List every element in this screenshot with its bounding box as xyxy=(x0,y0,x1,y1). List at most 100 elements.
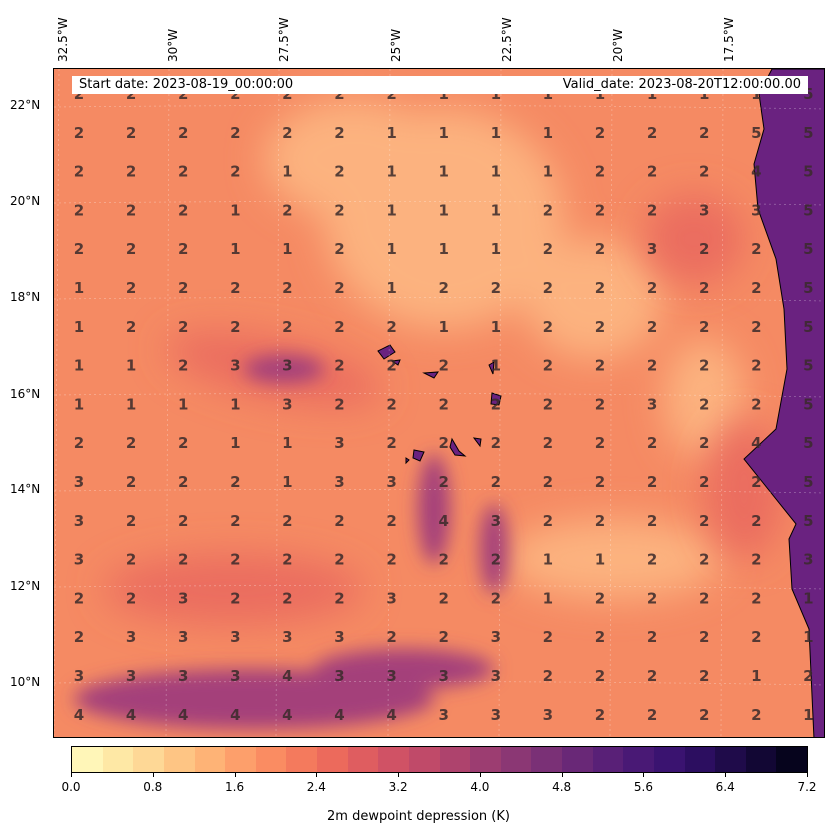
grid-value-label: 2 xyxy=(230,318,240,336)
grid-value-label: 2 xyxy=(230,163,240,181)
grid-value-label: 2 xyxy=(230,279,240,297)
colorbar-segment xyxy=(286,747,317,772)
grid-value-label: 2 xyxy=(230,589,240,607)
lat-label-18n: 18°N xyxy=(10,290,41,304)
grid-value-label: 3 xyxy=(74,667,84,685)
grid-value-label: 5 xyxy=(803,124,813,142)
lon-label-20w: 20°W xyxy=(611,28,625,62)
grid-value-label: 5 xyxy=(803,357,813,375)
grid-value-label: 3 xyxy=(491,667,501,685)
grid-value-label: 3 xyxy=(386,667,396,685)
grid-value-label: 2 xyxy=(282,85,292,103)
grid-value-label: 2 xyxy=(438,628,448,646)
grid-value-label: 2 xyxy=(334,395,344,413)
grid-value-label: 3 xyxy=(178,628,188,646)
grid-value-label: 2 xyxy=(647,706,657,724)
grid-value-label: 2 xyxy=(595,589,605,607)
grid-value-label: 1 xyxy=(438,124,448,142)
colorbar-tick-mark xyxy=(152,773,154,777)
grid-value-label: 2 xyxy=(647,512,657,530)
lon-label-25w: 25°W xyxy=(389,28,403,62)
grid-value-label: 2 xyxy=(699,279,709,297)
grid-value-label: 2 xyxy=(282,201,292,219)
colorbar-tick-mark xyxy=(643,773,645,777)
grid-value-label: 3 xyxy=(334,473,344,491)
colorbar-segment xyxy=(470,747,501,772)
colorbar xyxy=(71,746,808,773)
grid-value-label: 2 xyxy=(699,473,709,491)
grid-value-label: 2 xyxy=(595,667,605,685)
grid-value-label: 2 xyxy=(178,434,188,452)
grid-value-label: 2 xyxy=(438,357,448,375)
value-grid: 2 2 2 2 2 2 2 1 1 1 1 1 1 1 5 2 2 2 2 2 2 1 1 1 1 2 2 2 5 5 2 2 2 2 1 2 1 1 1 1… xyxy=(74,85,814,724)
grid-value-label: 2 xyxy=(543,357,553,375)
grid-value-label: 5 xyxy=(803,473,813,491)
grid-value-label: 2 xyxy=(126,318,136,336)
grid-value-label: 2 xyxy=(543,240,553,258)
grid-value-label: 4 xyxy=(751,434,761,452)
grid-value-label: 2 xyxy=(595,473,605,491)
grid-value-label: 2 xyxy=(74,201,84,219)
colorbar-segment xyxy=(378,747,409,772)
colorbar-segment xyxy=(684,747,716,772)
grid-value-label: 2 xyxy=(699,240,709,258)
grid-value-label: 2 xyxy=(699,357,709,375)
grid-value-label: 2 xyxy=(334,318,344,336)
grid-value-label: 1 xyxy=(74,395,84,413)
grid-value-label: 2 xyxy=(282,279,292,297)
grid-value-label: 2 xyxy=(74,628,84,646)
grid-value-label: 3 xyxy=(491,628,501,646)
grid-value-label: 2 xyxy=(751,551,761,569)
lon-label-22-5w: 22.5°W xyxy=(500,17,514,62)
grid-value-label: 1 xyxy=(491,163,501,181)
colorbar-tick-mark xyxy=(725,773,727,777)
grid-value-label: 1 xyxy=(230,395,240,413)
colorbar-tick-label: 3.2 xyxy=(388,780,408,794)
colorbar-tick-mark xyxy=(71,773,72,777)
grid-value-label: 3 xyxy=(334,667,344,685)
grid-value-label: 2 xyxy=(386,85,396,103)
grid-value-label: 1 xyxy=(803,706,813,724)
grid-value-label: 5 xyxy=(803,434,813,452)
grid-value-label: 1 xyxy=(438,318,448,336)
grid-value-label: 2 xyxy=(178,240,188,258)
grid-value-label: 2 xyxy=(334,512,344,530)
colorbar-segment xyxy=(255,747,287,772)
cape-verde-islands xyxy=(377,344,502,465)
high-depression-regions xyxy=(74,355,508,729)
grid-value-label: 1 xyxy=(751,85,761,103)
grid-value-label: 1 xyxy=(438,201,448,219)
grid-value-label: 2 xyxy=(647,124,657,142)
valid-date-label: Valid_date: 2023-08-20T12:00:00.00 xyxy=(562,77,801,92)
grid-value-label: 2 xyxy=(647,551,657,569)
grid-value-label: 1 xyxy=(803,628,813,646)
grid-value-label: 4 xyxy=(74,706,84,724)
grid-value-label: 2 xyxy=(178,318,188,336)
colorbar-tick-mark xyxy=(234,773,236,777)
grid-value-label: 1 xyxy=(543,551,553,569)
grid-value-label: 1 xyxy=(491,240,501,258)
grid-value-label: 3 xyxy=(647,395,657,413)
grid-value-label: 3 xyxy=(178,589,188,607)
lat-label-16n: 16°N xyxy=(10,387,41,401)
map-graticule xyxy=(54,69,824,737)
grid-value-label: 2 xyxy=(386,551,396,569)
grid-value-label: 5 xyxy=(803,240,813,258)
grid-value-label: 2 xyxy=(699,589,709,607)
colorbar-tick-label: 4.0 xyxy=(470,780,490,794)
grid-value-label: 2 xyxy=(230,85,240,103)
grid-value-label: 2 xyxy=(595,395,605,413)
grid-value-label: 2 xyxy=(647,279,657,297)
grid-value-label: 2 xyxy=(74,85,84,103)
african-coast-land xyxy=(743,69,824,737)
grid-value-label: 1 xyxy=(386,279,396,297)
grid-value-label: 2 xyxy=(647,667,657,685)
grid-value-label: 3 xyxy=(230,667,240,685)
colorbar-segment xyxy=(531,747,562,772)
colorbar-tick-label: 2.4 xyxy=(306,780,326,794)
grid-value-label: 2 xyxy=(595,318,605,336)
grid-value-label: 2 xyxy=(178,512,188,530)
grid-value-label: 1 xyxy=(491,201,501,219)
colorbar-tick-label: 4.8 xyxy=(552,780,572,794)
grid-value-label: 1 xyxy=(386,163,396,181)
